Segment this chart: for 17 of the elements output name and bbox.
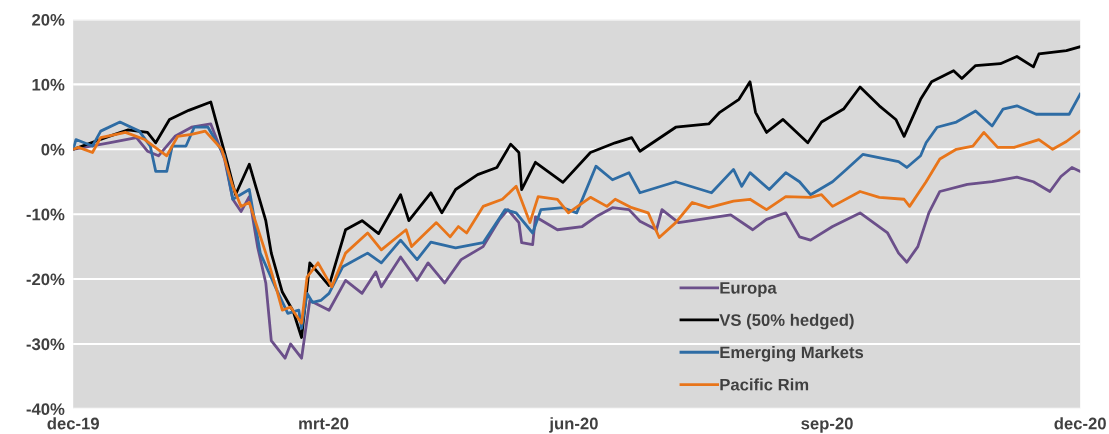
y-tick-label: -30% — [26, 338, 65, 351]
legend-label: Europa — [720, 282, 777, 298]
line-series — [73, 92, 1081, 330]
y-tick-label: 10% — [32, 78, 65, 91]
legend-label: VS (50% hedged) — [719, 313, 854, 330]
legend-label: Emerging Markets — [720, 346, 864, 362]
y-tick-label: 20% — [32, 13, 65, 26]
y-tick-label: -40% — [26, 403, 65, 416]
x-tick-label: jun-20 — [549, 417, 598, 433]
y-tick-label: 0% — [41, 143, 65, 156]
x-tick-label: dec-19 — [47, 417, 99, 430]
x-tick-label: sep-20 — [801, 417, 853, 433]
x-tick-label: dec-20 — [1054, 417, 1106, 430]
y-tick-label: -10% — [26, 208, 65, 221]
y-tick-label: -20% — [26, 273, 65, 286]
legend-label: Pacific Rim — [720, 378, 809, 391]
x-tick-label: mrt-20 — [299, 417, 349, 430]
